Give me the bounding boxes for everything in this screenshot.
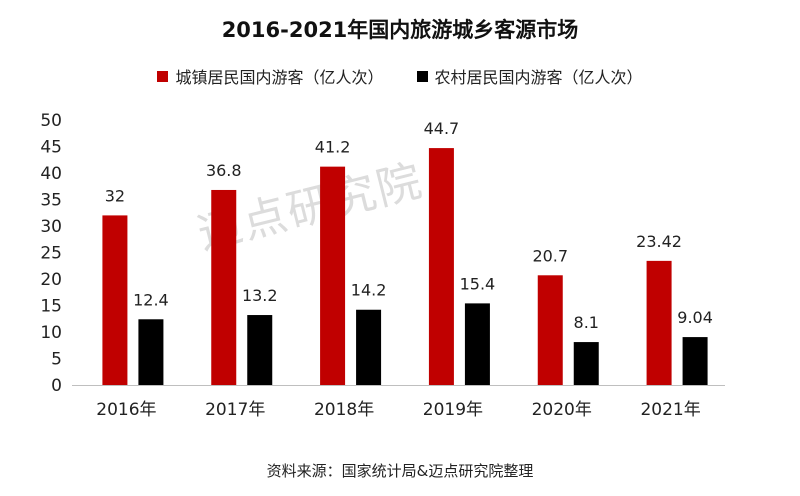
data-label-rural: 13.2 [242,286,278,305]
legend-swatch-urban [157,70,169,82]
data-label-urban: 23.42 [636,232,682,251]
y-tick-label: 0 [51,376,62,396]
data-label-urban: 20.7 [532,246,568,265]
bar-urban [211,189,237,385]
legend-label-urban: 城镇居民国内游客（亿人次） [175,68,384,87]
bar-rural [464,303,490,385]
data-label-rural: 12.4 [133,290,169,309]
legend-item-urban: 城镇居民国内游客（亿人次） [157,64,383,88]
data-label-urban: 32 [105,186,125,205]
legend-swatch-rural [416,70,428,82]
y-tick-label: 25 [40,244,62,264]
data-label-rural: 15.4 [460,274,496,293]
data-label-urban: 36.8 [206,161,242,180]
x-tick-label: 2017年 [205,400,265,420]
bar-rural [247,315,273,385]
x-tick-label: 2021年 [640,400,700,420]
bar-rural [356,309,382,385]
legend-label-rural: 农村居民国内游客（亿人次） [434,68,643,87]
bar-urban [102,215,128,385]
data-label-rural: 8.1 [574,313,599,332]
bar-rural [682,337,708,385]
y-tick-label: 35 [40,191,62,211]
y-tick-label: 15 [40,297,62,317]
bar-urban [537,275,563,385]
bar-rural [138,319,164,385]
y-tick-label: 5 [51,350,62,370]
bar-urban [320,166,346,385]
y-tick-label: 45 [40,138,62,158]
source-note: 资料来源：国家统计局&迈点研究院整理 [266,462,534,480]
bar-rural [573,342,599,385]
bar-urban [428,148,454,385]
y-tick-label: 30 [40,217,62,237]
legend-item-rural: 农村居民国内游客（亿人次） [416,64,643,88]
x-tick-label: 2020年 [532,400,592,420]
x-tick-label: 2018年 [314,400,374,420]
x-tick-label: 2016年 [96,400,156,420]
x-tick-label: 2019年 [423,400,483,420]
chart-legend: 城镇居民国内游客（亿人次） 农村居民国内游客（亿人次） [0,64,800,88]
data-label-rural: 14.2 [351,281,387,300]
data-label-urban: 44.7 [424,119,460,138]
data-label-rural: 9.04 [677,308,713,327]
data-label-urban: 41.2 [315,138,351,157]
y-tick-label: 40 [40,164,62,184]
y-tick-label: 10 [40,323,62,343]
bar-urban [646,260,672,385]
y-tick-label: 50 [40,111,62,131]
chart-title: 2016-2021年国内旅游城乡客源市场 [221,18,579,42]
y-tick-label: 20 [40,270,62,290]
